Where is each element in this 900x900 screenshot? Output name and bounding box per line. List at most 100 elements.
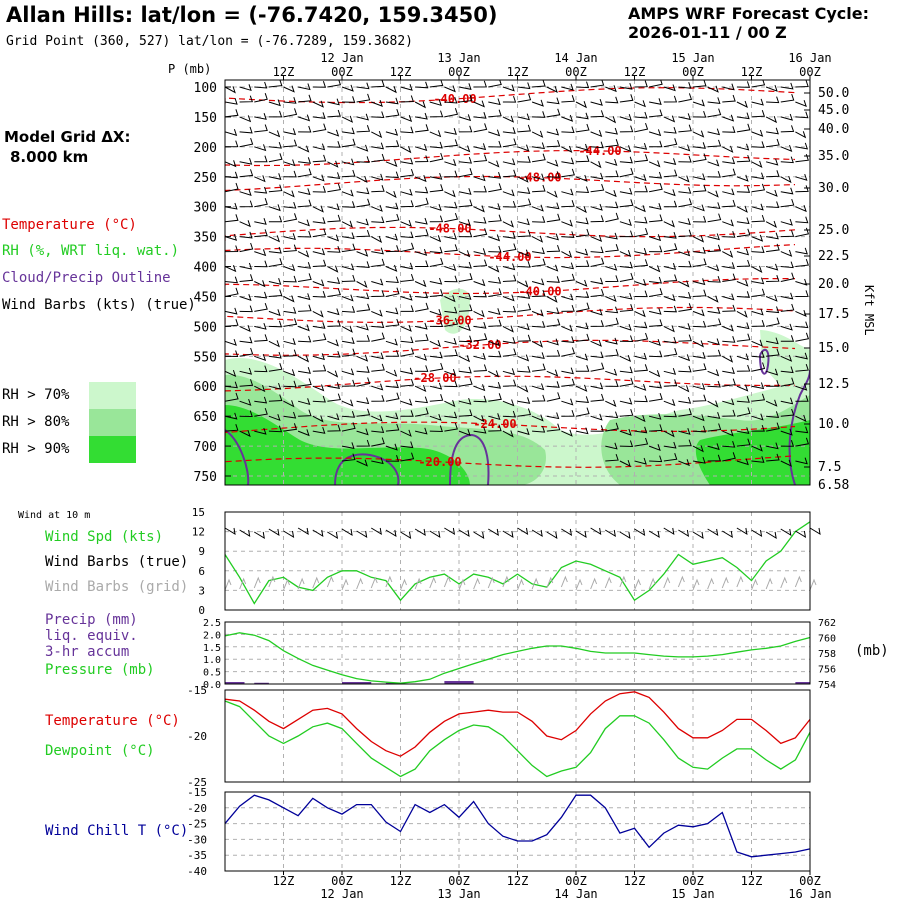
wind-barb — [692, 425, 707, 433]
wind-barb — [385, 443, 398, 451]
wind-barb — [722, 378, 736, 387]
pressure-tick-label: 300 — [194, 201, 217, 216]
wind-barb — [605, 201, 619, 209]
wind-barb — [297, 114, 311, 122]
wind-barb — [298, 168, 312, 178]
wind-barb — [517, 303, 532, 312]
wind-barb — [429, 351, 443, 359]
wind-barb-grid — [224, 578, 232, 591]
wind-barb — [356, 366, 370, 373]
wind-barb — [648, 129, 662, 137]
wind-barb — [765, 189, 778, 197]
wind-barb — [297, 219, 310, 227]
wind-barb — [619, 459, 631, 468]
wind-barb — [561, 347, 576, 357]
wind-barb — [341, 453, 356, 462]
wind-barb — [678, 280, 690, 288]
wind-barb-true — [648, 530, 660, 538]
wind-barb — [634, 437, 649, 447]
wind-barb — [575, 333, 590, 342]
wind-barb — [414, 101, 426, 109]
wind-barb — [546, 392, 561, 402]
wind-barb-grid — [268, 575, 276, 588]
wind-barb — [268, 278, 282, 285]
wind-barb — [663, 189, 676, 197]
wind-barb — [517, 428, 530, 436]
wind-barb — [225, 182, 239, 193]
wind-barb — [751, 308, 764, 316]
wind-barb — [678, 428, 691, 435]
wind-barb — [795, 185, 809, 193]
wind-barb — [722, 398, 735, 406]
wind-barb — [634, 415, 646, 423]
wind-barb — [546, 318, 561, 327]
wind-barb — [780, 187, 794, 195]
wind-barb — [736, 154, 751, 163]
wind-barb — [488, 234, 501, 242]
wind-barb — [312, 154, 327, 163]
wind-barb-true — [356, 530, 368, 538]
kft-tick-label: 45.0 — [818, 103, 849, 118]
wind-barb — [312, 217, 326, 224]
wind-barb — [385, 128, 399, 136]
wind-barb — [663, 115, 676, 123]
wind-barb — [517, 93, 532, 103]
wind-barb — [590, 172, 604, 180]
wind-barb — [268, 184, 283, 193]
wind-barb — [751, 203, 764, 211]
wind-barb — [751, 393, 766, 402]
wind-barb — [634, 310, 646, 318]
kft-tick-label: 17.5 — [818, 307, 849, 322]
wind-barb — [707, 85, 719, 93]
wind-barb — [722, 409, 736, 417]
wind-barb — [707, 139, 722, 148]
top-hour-label: 00Z — [448, 65, 470, 79]
pressure-tick-label: 650 — [194, 410, 217, 425]
wind-barb — [312, 143, 326, 151]
wind-barb — [517, 218, 530, 226]
wind-barb — [488, 308, 501, 316]
wind-barb — [268, 141, 282, 149]
wind-barb — [473, 216, 487, 224]
wind-barb — [619, 230, 634, 238]
wind-barb — [341, 127, 355, 135]
wind-barb — [532, 394, 546, 402]
wind-barb — [678, 260, 692, 268]
wind-barb — [298, 304, 312, 312]
pressure-tick-label: 100 — [194, 81, 217, 96]
wind-barb — [765, 263, 779, 271]
wind-barb — [254, 198, 268, 208]
wind-barb — [619, 366, 633, 374]
wind-barb — [707, 159, 720, 167]
wind-barb — [634, 142, 648, 150]
wind-barb — [648, 234, 662, 242]
top-hour-label: 00Z — [565, 65, 587, 79]
wind-barb — [561, 219, 573, 227]
wind-barb — [327, 339, 339, 347]
wind-barb — [283, 244, 297, 253]
wind-barb — [502, 84, 515, 92]
wind-barb — [371, 185, 385, 193]
wind-barb-true — [297, 527, 309, 535]
legend-temperature: Temperature (°C) — [2, 217, 137, 233]
wind-barb — [429, 425, 444, 433]
wind-barb — [400, 168, 415, 178]
wind-barb — [239, 242, 254, 253]
wind-barb — [532, 153, 546, 163]
wind-barb — [780, 125, 795, 133]
wind-barb — [502, 189, 515, 197]
top-hour-label: 12Z — [273, 65, 295, 79]
pressure-tick-label: 500 — [194, 320, 217, 335]
wind-barb — [327, 424, 341, 432]
wind-barb — [327, 350, 341, 358]
wind-barb — [648, 203, 662, 210]
wind-barb — [546, 108, 561, 118]
wind-tick-label: 15 — [192, 506, 205, 519]
wind-barb — [678, 229, 692, 238]
wind-barb — [809, 371, 810, 372]
wind-barb — [663, 95, 678, 103]
wind-barb — [239, 274, 254, 282]
wind-barb — [385, 190, 397, 199]
wind-barb — [488, 350, 502, 358]
temp-panel-border — [224, 689, 811, 783]
